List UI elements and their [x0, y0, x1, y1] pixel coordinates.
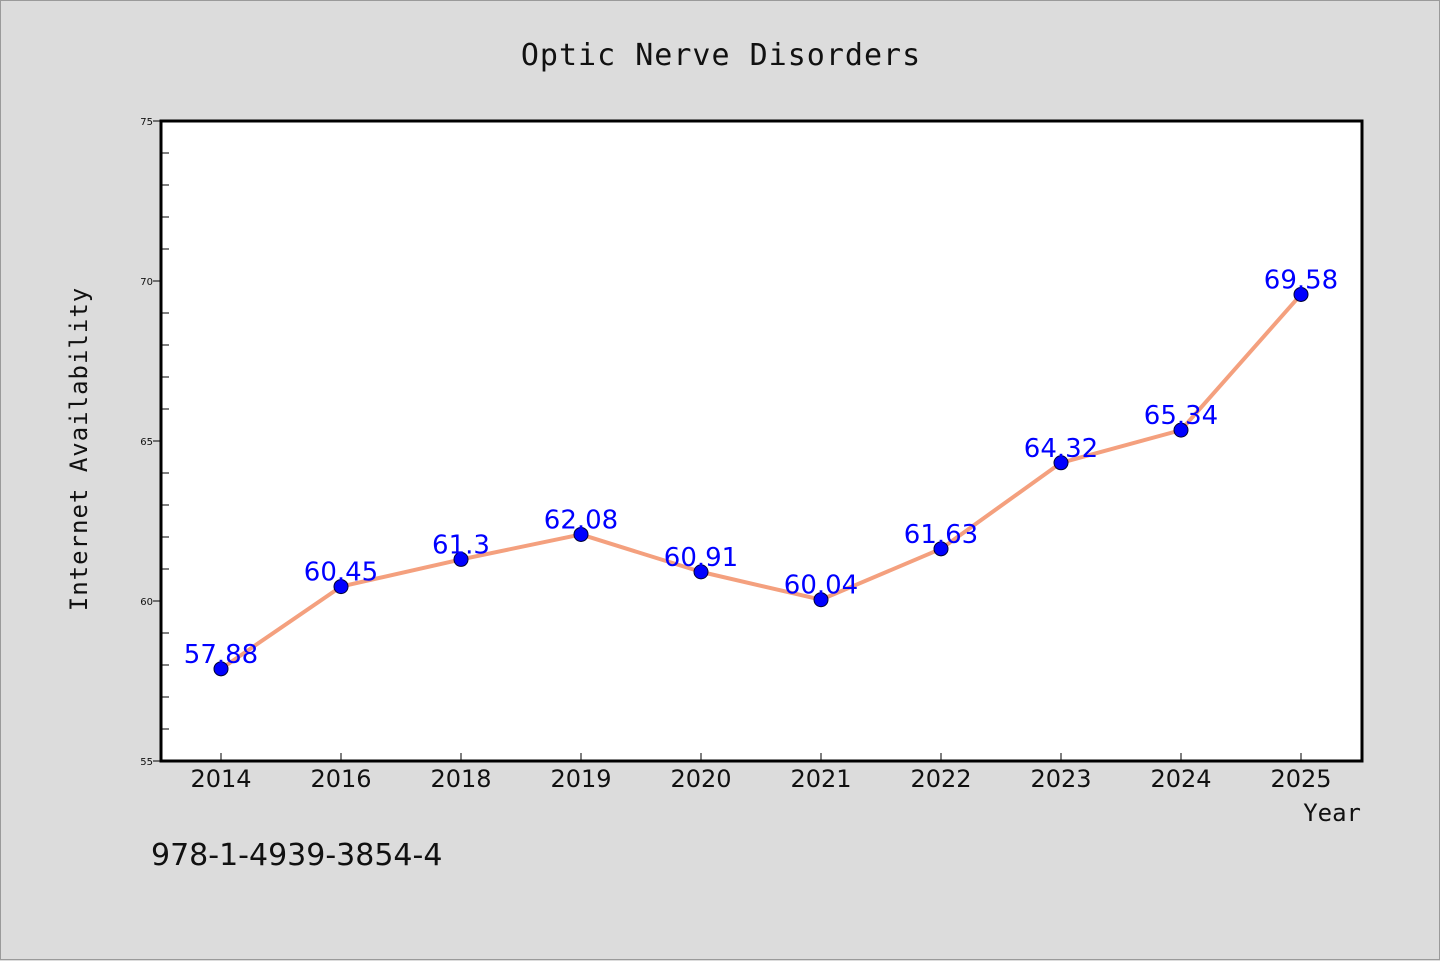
- y-axis-label: Internet Availability: [65, 287, 93, 611]
- data-label: 60.04: [784, 571, 858, 601]
- y-tick-label: 70: [140, 277, 153, 288]
- x-tick-label: 2014: [190, 765, 251, 793]
- data-point: [1053, 455, 1069, 471]
- x-tick-label: 2018: [430, 765, 491, 793]
- x-tick-label: 2019: [550, 765, 611, 793]
- data-point: [573, 526, 589, 542]
- data-point: [693, 564, 709, 580]
- isbn-text: 978-1-4939-3854-4: [151, 838, 442, 873]
- data-point: [1173, 422, 1189, 438]
- data-point: [933, 541, 949, 557]
- data-point: [213, 661, 229, 677]
- x-axis: 2014 2016 2018 2019 2020 2021 2022 2023 2024 2025: [190, 753, 1332, 793]
- data-point: [1293, 286, 1309, 302]
- data-point: [453, 551, 469, 567]
- x-tick-label: 2016: [310, 765, 371, 793]
- y-tick-label: 60: [140, 597, 153, 608]
- series-group: 57.88 60.45 61.3 62.08 60.91 60.04 61.63 64.32 6…: [184, 265, 1338, 677]
- data-label: 65.34: [1144, 401, 1218, 431]
- data-label: 64.32: [1024, 434, 1098, 464]
- x-tick-label: 2023: [1030, 765, 1091, 793]
- data-label: 69.58: [1264, 265, 1338, 295]
- chart-title: Optic Nerve Disorders: [521, 38, 921, 73]
- x-tick-label: 2024: [1150, 765, 1211, 793]
- series-line: [219, 292, 1303, 671]
- y-tick-label: 75: [140, 117, 153, 128]
- y-axis: 55 60 65 70 75: [140, 117, 169, 768]
- data-label: 60.45: [304, 558, 378, 588]
- data-label: 60.91: [664, 543, 738, 573]
- data-point: [333, 579, 349, 595]
- data-point: [813, 592, 829, 608]
- y-tick-label: 65: [140, 437, 153, 448]
- data-label: 61.3: [432, 530, 490, 560]
- x-axis-label: Year: [1303, 799, 1361, 827]
- x-tick-label: 2022: [910, 765, 971, 793]
- data-label: 62.08: [544, 505, 618, 535]
- x-tick-label: 2025: [1270, 765, 1331, 793]
- data-label: 61.63: [904, 520, 978, 550]
- y-tick-label: 55: [140, 757, 153, 768]
- plot-area: [159, 119, 1364, 763]
- x-tick-label: 2021: [790, 765, 851, 793]
- data-label: 57.88: [184, 640, 258, 670]
- x-tick-label: 2020: [670, 765, 731, 793]
